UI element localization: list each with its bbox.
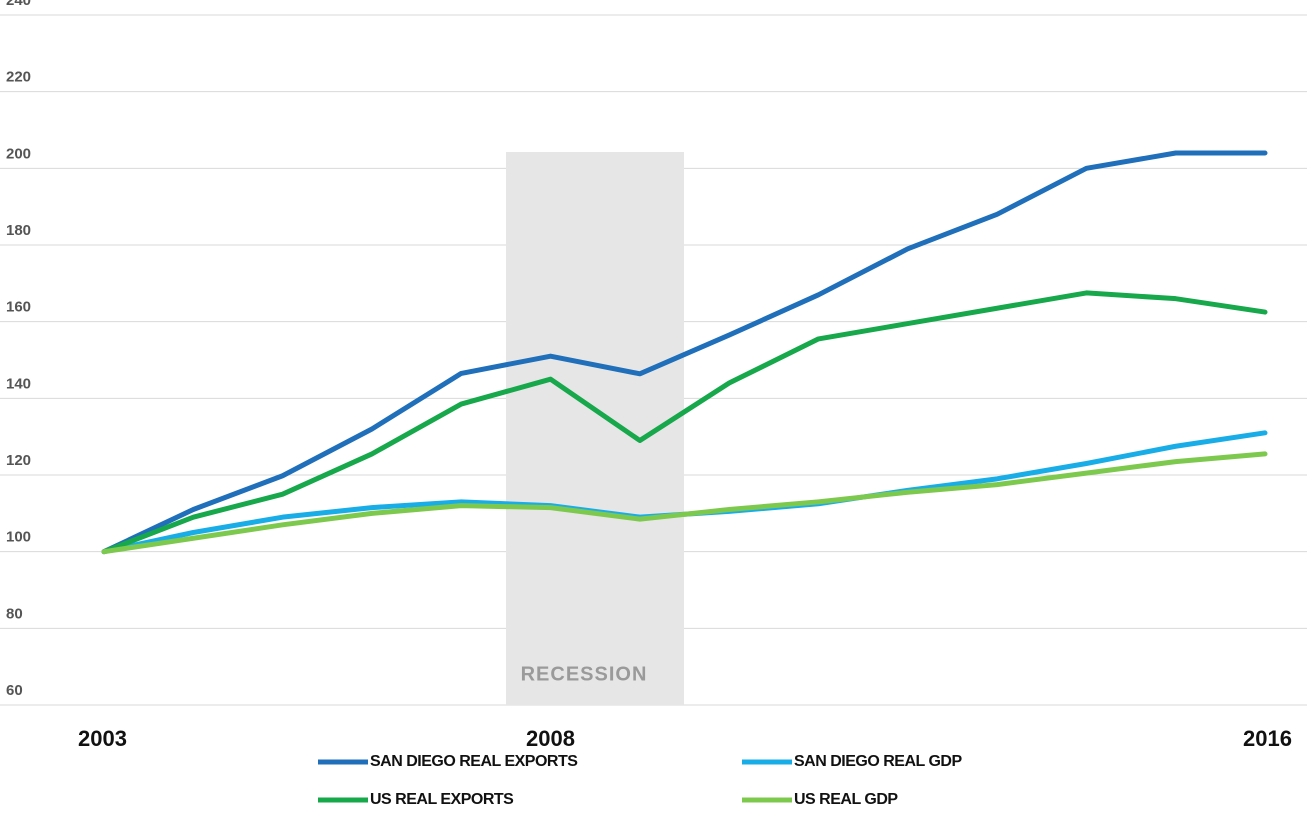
y-tick-label: 220 — [6, 69, 31, 86]
x-tick-label: 2008 — [526, 726, 575, 751]
annotation: RECESSION — [521, 663, 648, 685]
y-tick-label: 240 — [6, 0, 31, 9]
series-line — [101, 150, 1268, 555]
legend-label: US REAL GDP — [794, 791, 898, 808]
y-tick-label: 160 — [6, 299, 31, 316]
legend-label: SAN DIEGO REAL EXPORTS — [370, 753, 578, 770]
y-tick-label: 140 — [6, 375, 31, 392]
y-tick-label: 100 — [6, 529, 31, 546]
y-tick-label: 180 — [6, 222, 31, 239]
y-tick-label: 60 — [6, 682, 23, 699]
legend-label: US REAL EXPORTS — [370, 791, 514, 808]
y-tick-label: 120 — [6, 452, 31, 469]
x-tick-label: 2003 — [78, 726, 127, 751]
series-line — [101, 430, 1268, 555]
y-tick-label: 80 — [6, 605, 23, 622]
y-tick-label: 200 — [6, 145, 31, 162]
series-line — [101, 451, 1268, 555]
series-line — [101, 290, 1268, 555]
x-tick-label: 2016 — [1243, 726, 1292, 751]
legend-label: SAN DIEGO REAL GDP — [794, 753, 962, 770]
